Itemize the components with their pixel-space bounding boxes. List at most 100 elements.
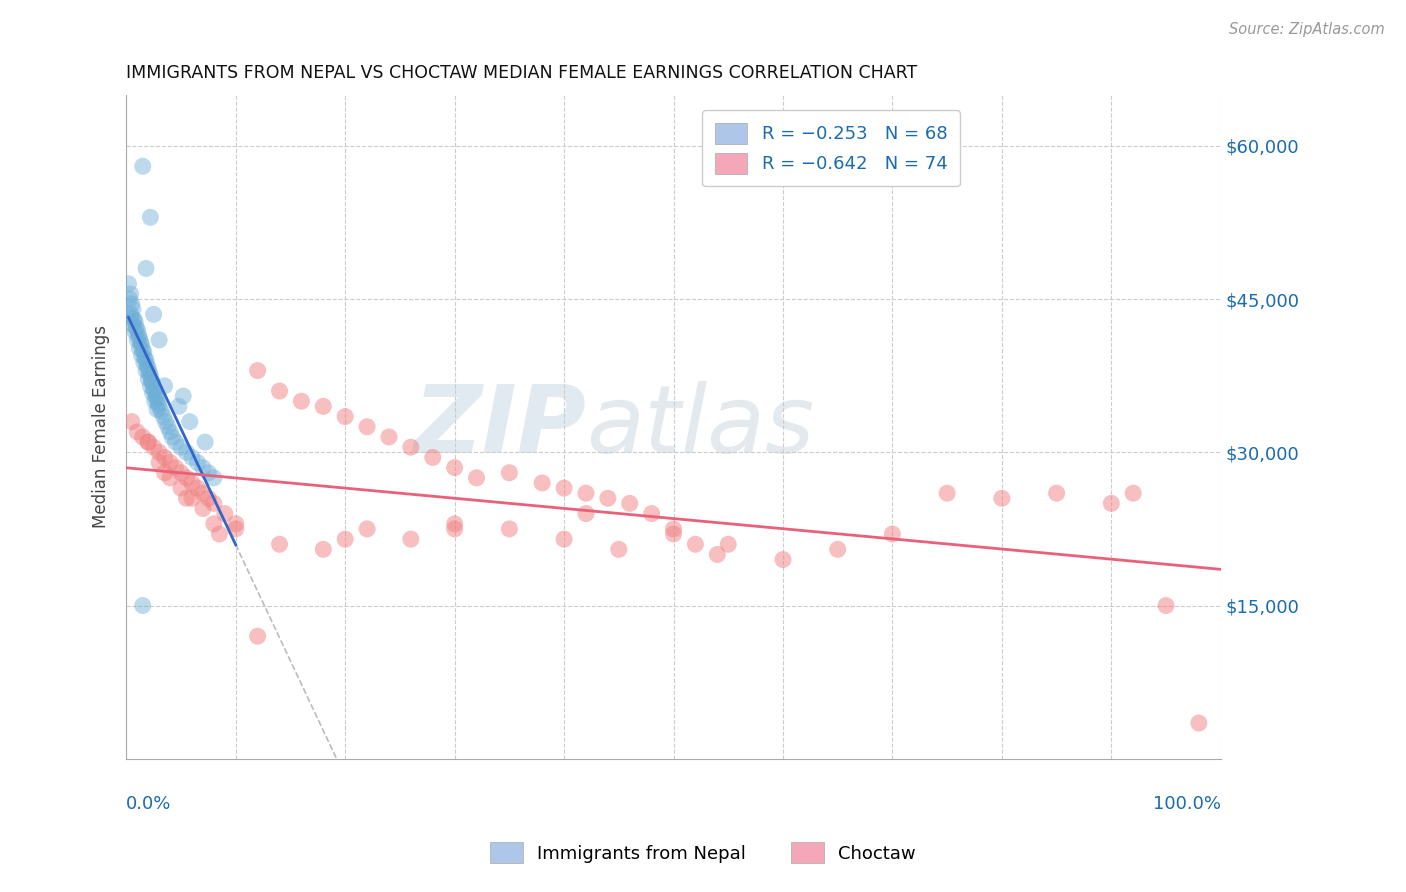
Point xyxy=(143,394,166,409)
Point xyxy=(531,475,554,490)
Point xyxy=(127,323,149,337)
Point xyxy=(139,211,162,225)
Point xyxy=(148,445,170,459)
Text: Source: ZipAtlas.com: Source: ZipAtlas.com xyxy=(1229,22,1385,37)
Point xyxy=(148,400,170,414)
Point xyxy=(772,552,794,566)
Point xyxy=(1045,486,1067,500)
Point xyxy=(124,314,146,328)
Legend: Immigrants from Nepal, Choctaw: Immigrants from Nepal, Choctaw xyxy=(478,830,928,876)
Point xyxy=(498,522,520,536)
Point xyxy=(142,440,165,454)
Point xyxy=(162,430,184,444)
Point xyxy=(596,491,619,506)
Point xyxy=(127,327,149,342)
Point xyxy=(378,430,401,444)
Text: 100.0%: 100.0% xyxy=(1153,796,1220,814)
Point xyxy=(356,522,378,536)
Point xyxy=(191,486,214,500)
Point xyxy=(607,542,630,557)
Point xyxy=(827,542,849,557)
Point xyxy=(118,292,141,306)
Point xyxy=(136,359,159,373)
Point xyxy=(619,496,641,510)
Point xyxy=(146,392,169,407)
Point xyxy=(443,516,465,531)
Point xyxy=(991,491,1014,506)
Point xyxy=(176,491,198,506)
Point xyxy=(176,471,198,485)
Point xyxy=(575,507,598,521)
Point xyxy=(159,456,181,470)
Point xyxy=(269,384,291,398)
Point xyxy=(1122,486,1144,500)
Point xyxy=(335,532,357,546)
Point xyxy=(136,435,159,450)
Text: atlas: atlas xyxy=(586,381,814,472)
Point xyxy=(225,516,247,531)
Point xyxy=(214,507,236,521)
Point xyxy=(443,460,465,475)
Point xyxy=(121,297,143,311)
Point xyxy=(1188,716,1211,731)
Point xyxy=(202,496,225,510)
Point xyxy=(132,159,155,173)
Point xyxy=(132,355,155,369)
Point xyxy=(194,435,217,450)
Point xyxy=(128,341,150,355)
Point xyxy=(132,345,155,359)
Point xyxy=(135,353,157,368)
Point xyxy=(335,409,357,424)
Point xyxy=(138,366,160,380)
Y-axis label: Median Female Earnings: Median Female Earnings xyxy=(93,326,110,528)
Point xyxy=(186,481,208,495)
Point xyxy=(179,415,201,429)
Point xyxy=(269,537,291,551)
Point xyxy=(246,363,269,377)
Point xyxy=(165,460,187,475)
Point xyxy=(131,348,153,362)
Point xyxy=(136,372,159,386)
Point xyxy=(124,325,146,339)
Point xyxy=(122,302,145,317)
Point xyxy=(181,475,204,490)
Point xyxy=(422,450,444,465)
Point xyxy=(132,599,155,613)
Point xyxy=(312,400,335,414)
Point xyxy=(186,456,208,470)
Point xyxy=(121,310,143,325)
Point xyxy=(706,548,728,562)
Point xyxy=(125,320,148,334)
Point xyxy=(662,522,685,536)
Point xyxy=(202,471,225,485)
Point xyxy=(553,481,575,495)
Point xyxy=(172,389,194,403)
Point xyxy=(135,261,157,276)
Point xyxy=(142,376,165,390)
Point xyxy=(132,430,155,444)
Point xyxy=(117,277,139,291)
Point xyxy=(139,379,162,393)
Point xyxy=(197,491,219,506)
Point xyxy=(170,466,193,480)
Point xyxy=(191,460,214,475)
Point xyxy=(148,456,170,470)
Text: IMMIGRANTS FROM NEPAL VS CHOCTAW MEDIAN FEMALE EARNINGS CORRELATION CHART: IMMIGRANTS FROM NEPAL VS CHOCTAW MEDIAN … xyxy=(127,64,918,82)
Point xyxy=(153,450,176,465)
Point xyxy=(127,425,149,439)
Point xyxy=(142,307,165,321)
Point xyxy=(121,415,143,429)
Point xyxy=(465,471,488,485)
Point xyxy=(170,481,193,495)
Point xyxy=(181,491,204,506)
Point xyxy=(443,522,465,536)
Point xyxy=(146,396,169,410)
Point xyxy=(128,331,150,345)
Point xyxy=(152,409,174,424)
Point xyxy=(136,435,159,450)
Point xyxy=(165,435,187,450)
Point xyxy=(640,507,662,521)
Point xyxy=(176,445,198,459)
Point xyxy=(142,386,165,401)
Point xyxy=(685,537,707,551)
